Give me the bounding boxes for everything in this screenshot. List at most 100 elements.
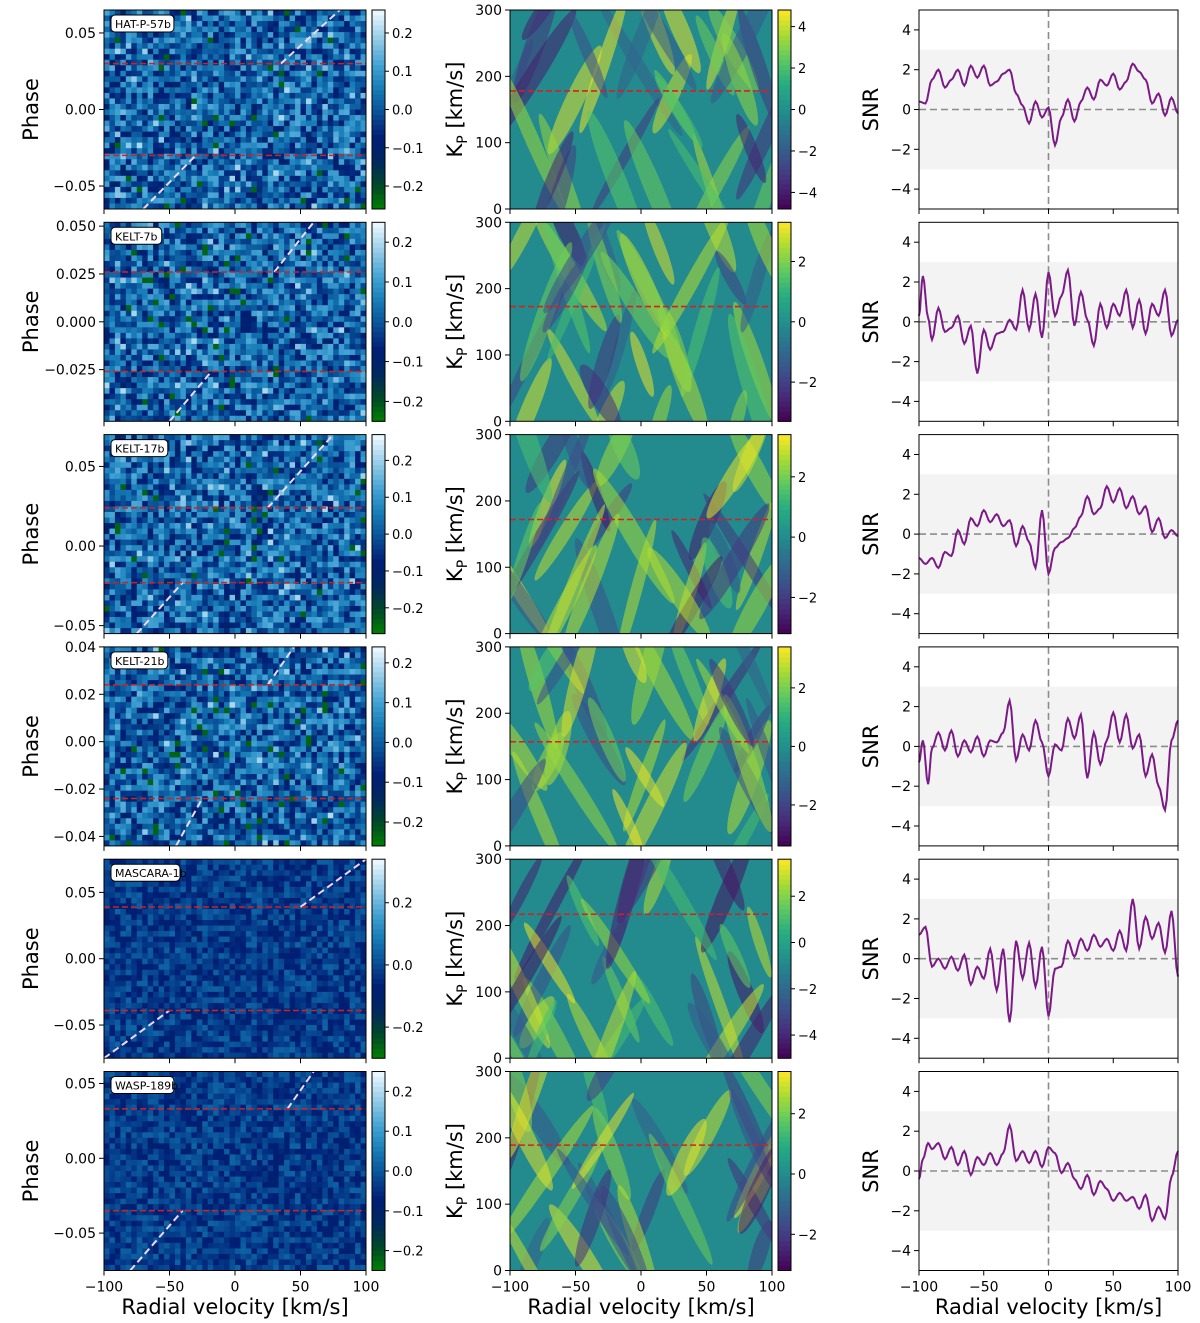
ccf-colorbar-step xyxy=(372,1255,385,1262)
ccf-colorbar-step xyxy=(372,563,385,570)
ccf-colorbar-step xyxy=(372,751,385,757)
kp-colorbar-step xyxy=(778,826,791,832)
kp-streak xyxy=(706,434,766,519)
snr-y-label: SNR xyxy=(859,1149,883,1193)
ccf-colorbar-step xyxy=(372,484,385,490)
kp-y-label-main: K xyxy=(443,992,467,1007)
ccf-colorbar-tick-label: −0.2 xyxy=(392,1245,424,1260)
kp-colorbar-step xyxy=(778,598,791,605)
kp-y-label-main: K xyxy=(443,1204,467,1219)
ccf-colorbar-step xyxy=(372,104,385,110)
kp-streak xyxy=(737,126,772,209)
kp-colorbar-step xyxy=(778,1008,791,1014)
kp-streak xyxy=(652,222,730,354)
kp-streak xyxy=(546,328,600,422)
ccf-colorbar-step xyxy=(372,504,385,510)
ccf-colorbar-step xyxy=(372,44,385,51)
kp-colorbar-step xyxy=(778,1003,791,1009)
kp-streak xyxy=(528,459,567,548)
ccf-colorbar-tick-label: 0.0 xyxy=(392,736,413,751)
ccf-colorbar-step xyxy=(372,464,385,470)
ccf-colorbar-step xyxy=(372,524,385,530)
ccf-colorbar-step xyxy=(372,666,385,673)
ccf-colorbar-step xyxy=(372,1250,385,1257)
ccf-colorbar-step xyxy=(372,267,385,273)
ccf-colorbar-step xyxy=(372,558,385,565)
kp-streak xyxy=(683,704,728,803)
kp-streak xyxy=(523,922,576,1004)
kp-panel-0: 0 100 200 300 KP [km/s] −4 −2 0 2 4 xyxy=(443,3,817,218)
kp-colorbar-step xyxy=(778,74,791,81)
ccf-colorbar-step xyxy=(372,94,385,101)
kp-colorbar-step xyxy=(778,499,791,505)
ccf-colorbar-step xyxy=(372,494,385,500)
ccf-colorbar-step xyxy=(372,646,385,653)
ccf-colorbar-step xyxy=(372,179,385,185)
ccf-colorbar-tick-label: 0.0 xyxy=(392,959,413,974)
kp-colorbar-step xyxy=(778,139,791,145)
ccf-colorbar-step xyxy=(372,1106,385,1112)
ccf-colorbar-step xyxy=(372,1161,385,1167)
kp-streak xyxy=(510,10,577,145)
snr-y-tick-label: −2 xyxy=(890,142,911,158)
kp-x-tick-label: −50 xyxy=(561,1280,591,1296)
ccf-colorbar-step xyxy=(372,194,385,200)
kp-colorbar-tick-label: −2 xyxy=(798,591,817,606)
kp-x-tick-label: 50 xyxy=(698,1280,716,1296)
kp-y-tick-label: 0 xyxy=(493,1051,502,1067)
ccf-y-tick-label: 0.05 xyxy=(65,26,96,42)
kp-colorbar-step xyxy=(778,691,791,698)
ccf-trail xyxy=(142,154,197,209)
kp-colorbar-step xyxy=(778,993,791,999)
kp-streak xyxy=(627,10,697,90)
kp-streak xyxy=(579,10,628,134)
ccf-colorbar-tick-label: 0.1 xyxy=(392,65,413,80)
kp-streak xyxy=(569,11,608,99)
kp-colorbar-step xyxy=(778,194,791,200)
ccf-colorbar-tick-label: 0.2 xyxy=(392,897,413,912)
ccf-colorbar-step xyxy=(372,326,385,333)
planet-label: MASCARA-1b xyxy=(115,867,187,880)
ccf-colorbar-step xyxy=(372,1086,385,1092)
kp-colorbar-step xyxy=(778,134,791,140)
kp-panel-4: 0 100 200 300 KP [km/s] −4 −2 0 2 xyxy=(443,852,817,1067)
kp-colorbar-step xyxy=(778,1166,791,1172)
kp-colorbar-step xyxy=(778,204,791,210)
ccf-colorbar-step xyxy=(372,99,385,106)
ccf-colorbar-tick-label: 0.0 xyxy=(392,316,413,331)
ccf-colorbar-step xyxy=(372,1190,385,1197)
ccf-colorbar-step xyxy=(372,1210,385,1217)
kp-colorbar-step xyxy=(778,1235,791,1242)
ccf-colorbar-step xyxy=(372,129,385,135)
kp-colorbar-step xyxy=(778,179,791,185)
snr-x-tick-label: −100 xyxy=(900,1280,938,1296)
kp-colorbar-step xyxy=(778,646,791,653)
kp-colorbar-step xyxy=(778,958,791,965)
kp-colorbar-frame xyxy=(777,858,792,1059)
kp-colorbar-step xyxy=(778,272,791,278)
ccf-colorbar-step xyxy=(372,933,385,940)
snr-y-tick-label: −2 xyxy=(890,1204,911,1220)
kp-colorbar-step xyxy=(778,613,791,620)
ccf-y-label: Phase xyxy=(19,78,43,141)
kp-colorbar-step xyxy=(778,1053,791,1059)
kp-y-label-sub: P xyxy=(455,772,471,780)
kp-colorbar-step xyxy=(778,701,791,708)
kp-y-label-main: K xyxy=(443,142,467,157)
snr-y-tick-label: 4 xyxy=(902,235,911,251)
ccf-panel-3: KELT-21b −0.04 −0.02 0.00 0.02 0.04 Phase −0.2 −… xyxy=(19,640,424,851)
kp-streak xyxy=(510,702,548,791)
kp-colorbar-step xyxy=(778,1136,791,1142)
ccf-colorbar-step xyxy=(372,237,385,243)
ccf-colorbar-step xyxy=(372,189,385,195)
kp-colorbar-step xyxy=(778,756,791,762)
ccf-colorbar-step xyxy=(372,89,385,96)
kp-streak xyxy=(510,434,552,503)
ccf-colorbar-step xyxy=(372,746,385,752)
kp-y-tick-label: 100 xyxy=(475,348,502,364)
kp-colorbar-step xyxy=(778,731,791,737)
ccf-colorbar-frame xyxy=(371,858,386,1059)
kp-colorbar-step xyxy=(778,529,791,535)
kp-streak xyxy=(736,113,767,184)
kp-colorbar-step xyxy=(778,771,791,777)
